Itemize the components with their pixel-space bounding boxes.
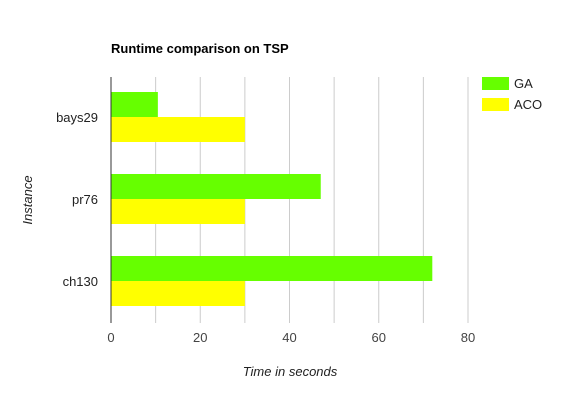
category-label: ch130 bbox=[63, 274, 98, 289]
x-axis-title: Time in seconds bbox=[243, 364, 338, 379]
bar-ga bbox=[111, 174, 321, 199]
x-tick-labels: 0 20 40 60 80 bbox=[107, 330, 475, 345]
legend-swatch-aco bbox=[482, 98, 509, 111]
category-labels: bays29 pr76 ch130 bbox=[56, 110, 98, 289]
y-axis-title: Instance bbox=[20, 175, 35, 224]
legend-label-aco: ACO bbox=[514, 97, 542, 112]
bars bbox=[111, 92, 433, 306]
bar-aco bbox=[111, 199, 245, 224]
x-tick-label: 0 bbox=[107, 330, 114, 345]
bar-aco bbox=[111, 117, 245, 142]
bar-ga bbox=[111, 92, 158, 117]
legend-label-ga: GA bbox=[514, 76, 533, 91]
bar-aco bbox=[111, 281, 245, 306]
x-tick-label: 40 bbox=[282, 330, 296, 345]
chart-title: Runtime comparison on TSP bbox=[111, 41, 289, 56]
x-tick-label: 20 bbox=[193, 330, 207, 345]
x-tick-label: 60 bbox=[372, 330, 386, 345]
legend: GA ACO bbox=[482, 76, 542, 112]
category-label: bays29 bbox=[56, 110, 98, 125]
x-tick-label: 80 bbox=[461, 330, 475, 345]
legend-swatch-ga bbox=[482, 77, 509, 90]
category-label: pr76 bbox=[72, 192, 98, 207]
bar-ga bbox=[111, 256, 433, 281]
